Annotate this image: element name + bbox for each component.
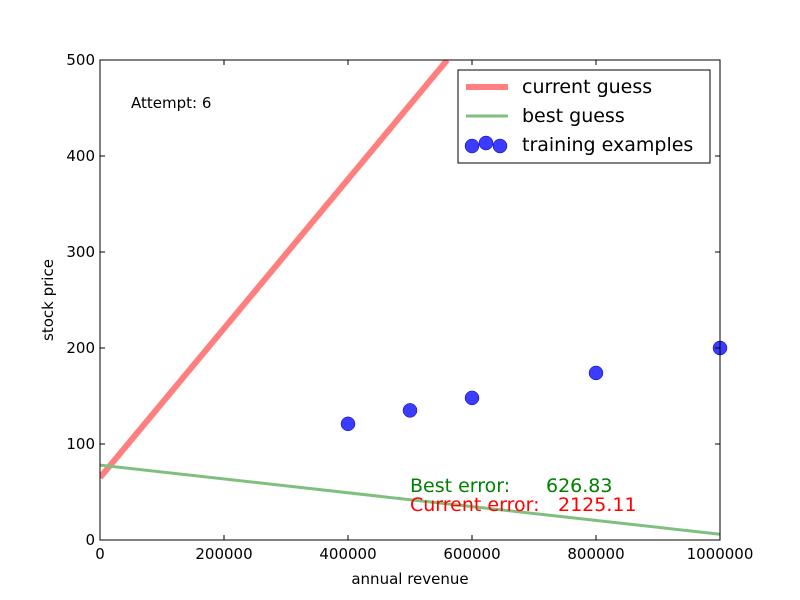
legend-training-marker <box>492 138 508 154</box>
current-error-value: 2125.11 <box>558 494 637 516</box>
y-tick-label: 400 <box>66 147 95 165</box>
legend-best-guess-label: best guess <box>522 105 625 127</box>
best-error-label: Best error: <box>410 475 510 497</box>
y-tick-label: 100 <box>66 435 95 453</box>
x-tick-label: 600000 <box>443 545 500 563</box>
legend-current-guess-label: current guess <box>522 76 652 98</box>
series-line-current-guess <box>100 60 450 480</box>
best-error-value: 626.83 <box>546 475 612 497</box>
x-tick-label: 200000 <box>195 545 252 563</box>
y-tick-label: 0 <box>85 531 95 549</box>
x-tick-label: 0 <box>95 545 105 563</box>
series-line-best-guess <box>100 463 720 536</box>
attempt-label: Attempt: 6 <box>131 94 211 112</box>
x-tick-label: 800000 <box>567 545 624 563</box>
training-example-point <box>402 403 418 418</box>
plot-frame <box>99 59 721 541</box>
legend-training-marker <box>478 135 494 151</box>
training-example-point <box>340 416 356 432</box>
legend: current guess best guess training exampl… <box>457 69 711 164</box>
legend-training-marker <box>464 138 480 154</box>
training-example-point <box>464 390 480 406</box>
y-tick-label: 300 <box>66 243 95 261</box>
legend-training-label: training examples <box>522 134 693 156</box>
y-tick-label: 200 <box>66 339 95 357</box>
x-tick-label: 400000 <box>319 545 376 563</box>
y-axis-label: stock price <box>39 259 57 341</box>
current-error-label: Current error: <box>410 494 539 516</box>
training-example-point <box>588 365 604 381</box>
y-tick-label: 500 <box>66 51 95 69</box>
x-axis-label: annual revenue <box>351 570 468 588</box>
x-tick-label: 1000000 <box>687 545 754 563</box>
